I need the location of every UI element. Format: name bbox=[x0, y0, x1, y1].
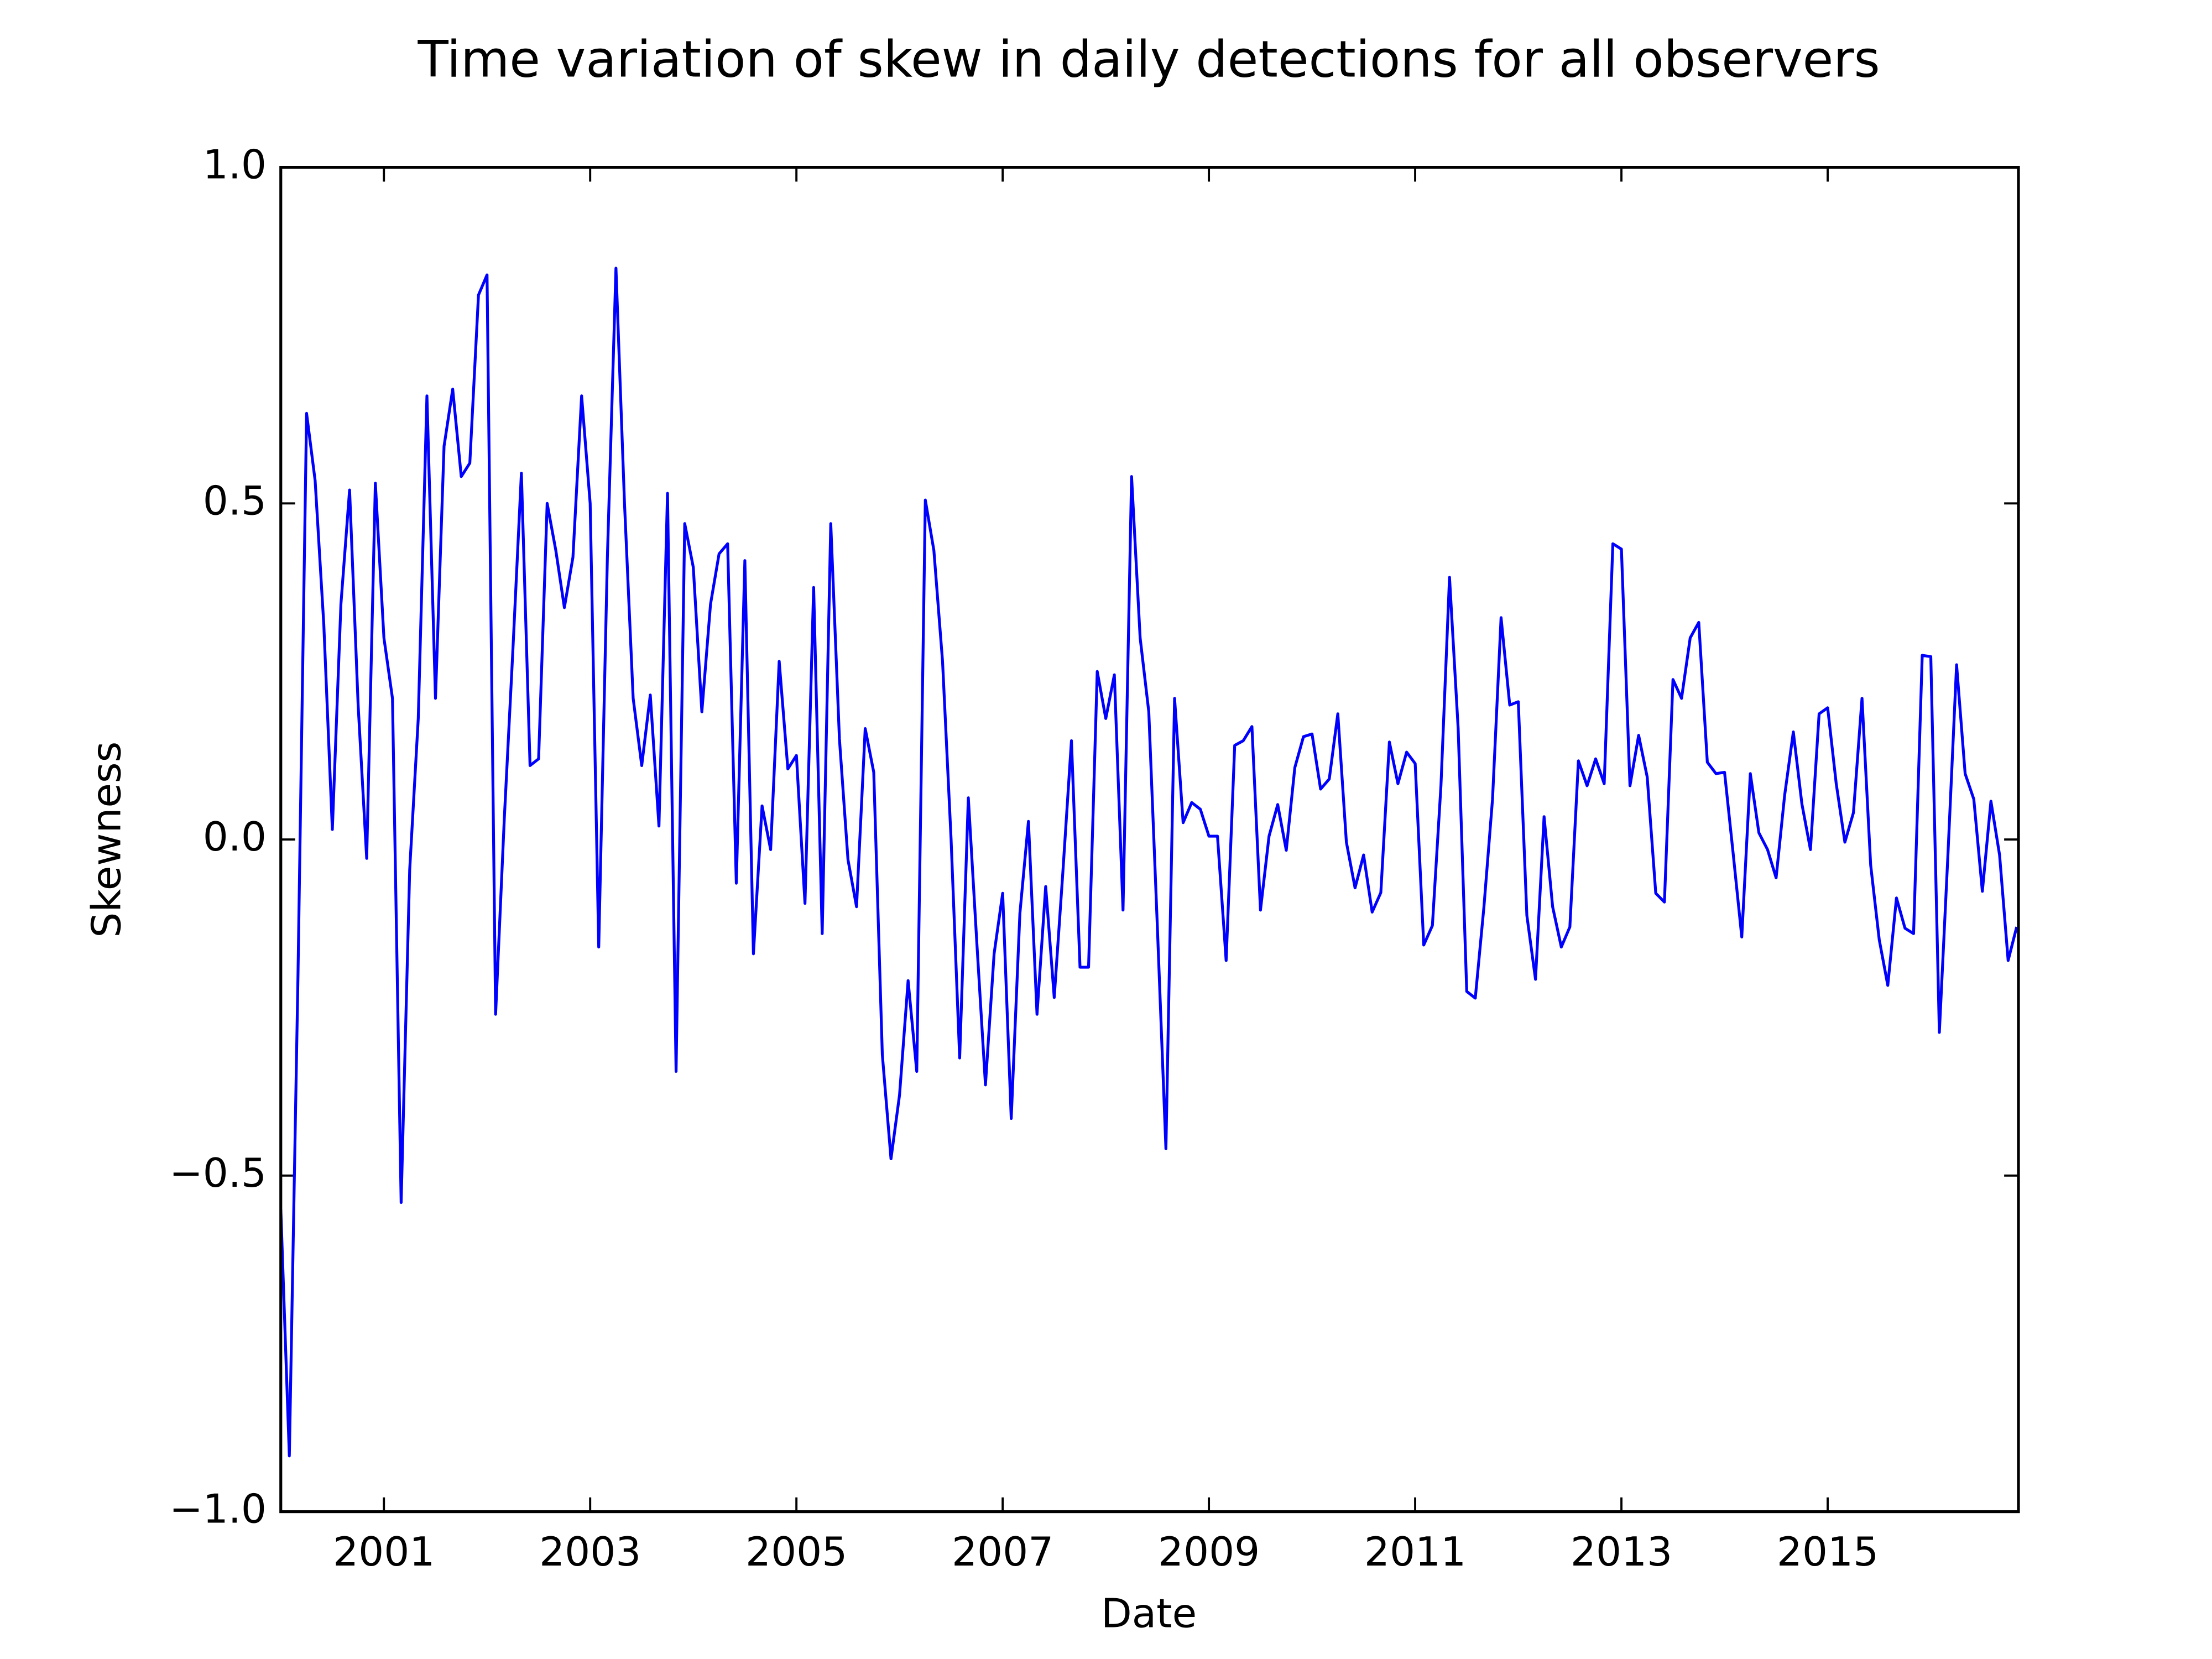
x-tick-label: 2013 bbox=[1571, 1529, 1672, 1575]
x-axis-label: Date bbox=[1101, 1590, 1197, 1637]
y-tick-label: −0.5 bbox=[169, 1150, 267, 1197]
y-tick-label: 1.0 bbox=[203, 142, 267, 189]
chart-title: Time variation of skew in daily detectio… bbox=[417, 31, 1880, 89]
x-tick-label: 2009 bbox=[1158, 1529, 1260, 1575]
plot-area bbox=[280, 267, 2018, 1458]
x-tick-label: 2003 bbox=[539, 1529, 641, 1575]
y-tick-label: −1.0 bbox=[169, 1486, 267, 1533]
x-tick-label: 2011 bbox=[1364, 1529, 1466, 1575]
data-line bbox=[280, 267, 2018, 1458]
y-axis-label: Skewness bbox=[84, 742, 130, 938]
x-tick-label: 2007 bbox=[952, 1529, 1053, 1575]
plot-frame bbox=[279, 166, 2020, 1514]
ticks: −1.0 −0.5 0.0 0.5 1.0 2001 2003 2005 2007 2009 201… bbox=[169, 142, 2018, 1575]
x-tick-label: 2005 bbox=[745, 1529, 847, 1575]
x-tick-label: 2001 bbox=[333, 1529, 435, 1575]
y-tick-label: 0.5 bbox=[203, 478, 267, 524]
y-tick-label: 0.0 bbox=[203, 814, 267, 860]
x-tick-label: 2015 bbox=[1777, 1529, 1879, 1575]
